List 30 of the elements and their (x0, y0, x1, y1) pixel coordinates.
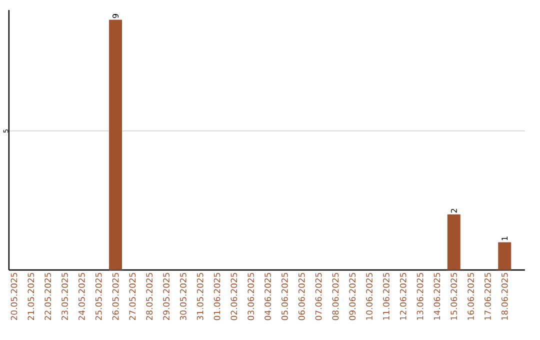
x-tick-label: 29.05.2025 (163, 272, 170, 320)
x-tick-label: 06.06.2025 (298, 272, 305, 320)
x-tick-label: 28.05.2025 (146, 272, 153, 320)
x-tick-label: 13.06.2025 (416, 272, 424, 320)
x-tick-label: 18.06.2025 (501, 272, 508, 320)
x-tick-label: 05.06.2025 (281, 272, 288, 320)
x-tick-label: 01.06.2025 (214, 272, 220, 320)
x-tick-label: 22.05.2025 (44, 272, 52, 320)
x-tick-label: 04.06.2025 (264, 272, 271, 320)
x-tick-label: 11.06.2025 (383, 272, 390, 320)
x-tick-label: 03.06.2025 (248, 272, 254, 320)
x-tick-label: 12.06.2025 (400, 272, 406, 320)
x-tick-label: 21.05.2025 (28, 272, 34, 320)
x-tick-label: 14.06.2025 (434, 272, 440, 320)
x-tick-label: 20.05.2025 (10, 272, 18, 320)
x-tick-label: 24.05.2025 (78, 272, 85, 320)
x-tick-label: 27.05.2025 (129, 272, 136, 320)
x-tick-label: 30.05.2025 (180, 272, 186, 320)
x-tick-label: 16.06.2025 (468, 272, 474, 320)
x-tick-label: 23.05.2025 (62, 272, 68, 320)
x-tick-label: 08.06.2025 (332, 272, 339, 320)
x-tick-label: 09.06.2025 (349, 272, 356, 320)
x-tick-label: 15.06.2025 (450, 272, 458, 320)
x-tick-label: 02.06.2025 (230, 272, 238, 320)
x-tick-label: 31.05.2025 (196, 272, 204, 320)
x-tick-label: 26.05.2025 (112, 272, 119, 320)
x-tick-label: 25.05.2025 (95, 272, 102, 320)
x-tick-label: 07.06.2025 (315, 272, 322, 320)
x-tick-label: 10.06.2025 (366, 272, 372, 320)
x-tick-label: 17.06.2025 (484, 272, 491, 320)
